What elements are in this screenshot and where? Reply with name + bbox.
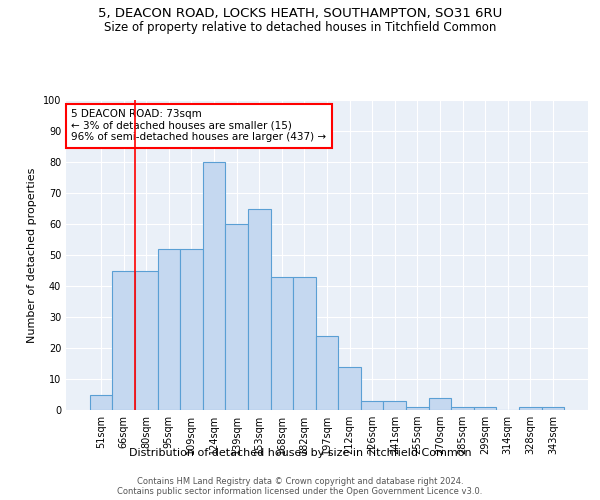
Bar — [428, 398, 451, 410]
Bar — [383, 400, 406, 410]
Text: Contains HM Land Registry data © Crown copyright and database right 2024.: Contains HM Land Registry data © Crown c… — [137, 476, 463, 486]
Bar — [474, 407, 496, 410]
Text: Contains public sector information licensed under the Open Government Licence v3: Contains public sector information licen… — [118, 486, 482, 496]
Bar — [406, 407, 428, 410]
Text: 5, DEACON ROAD, LOCKS HEATH, SOUTHAMPTON, SO31 6RU: 5, DEACON ROAD, LOCKS HEATH, SOUTHAMPTON… — [98, 8, 502, 20]
Bar — [90, 394, 112, 410]
Bar — [338, 366, 361, 410]
Text: Size of property relative to detached houses in Titchfield Common: Size of property relative to detached ho… — [104, 21, 496, 34]
Bar — [248, 208, 271, 410]
Y-axis label: Number of detached properties: Number of detached properties — [27, 168, 37, 342]
Bar — [519, 407, 542, 410]
Bar — [316, 336, 338, 410]
Bar — [361, 400, 383, 410]
Bar — [180, 249, 203, 410]
Bar — [226, 224, 248, 410]
Bar — [293, 276, 316, 410]
Bar — [451, 407, 474, 410]
Text: Distribution of detached houses by size in Titchfield Common: Distribution of detached houses by size … — [128, 448, 472, 458]
Bar — [135, 270, 158, 410]
Bar — [158, 249, 180, 410]
Bar — [112, 270, 135, 410]
Bar — [542, 407, 564, 410]
Bar — [203, 162, 226, 410]
Bar — [271, 276, 293, 410]
Text: 5 DEACON ROAD: 73sqm
← 3% of detached houses are smaller (15)
96% of semi-detach: 5 DEACON ROAD: 73sqm ← 3% of detached ho… — [71, 110, 326, 142]
